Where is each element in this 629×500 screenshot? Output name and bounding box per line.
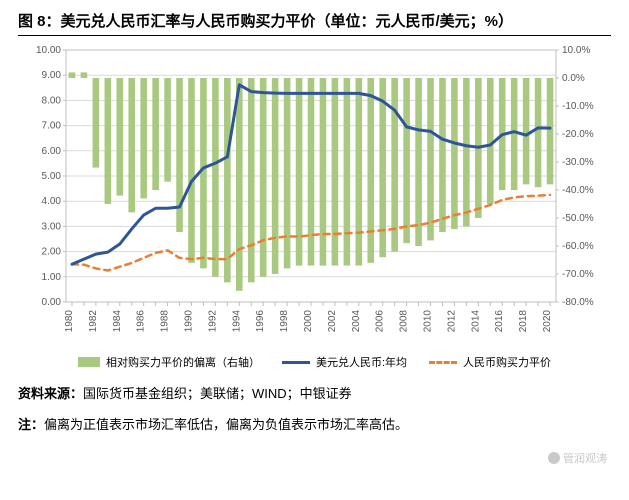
legend-label: 相对购买力平价的偏离（右轴） [106,354,260,370]
note-label: 注： [18,417,44,432]
svg-text:-20.0%: -20.0% [562,129,594,140]
svg-text:2008: 2008 [399,310,410,333]
chart-title: 图 8：美元兑人民币汇率与人民币购买力平价（单位：元人民币/美元；%） [18,10,611,31]
svg-text:10.0%: 10.0% [562,45,590,56]
svg-text:-80.0%: -80.0% [562,297,594,308]
svg-text:-70.0%: -70.0% [562,269,594,280]
svg-text:1980: 1980 [64,310,75,333]
svg-text:-40.0%: -40.0% [562,185,594,196]
svg-text:2020: 2020 [542,310,553,333]
svg-text:9.00: 9.00 [42,70,62,81]
chart-container: 0.00 1.00 2.00 3.00 4.00 5.00 6.00 7.00 8.00 9.00… [18,42,611,352]
svg-text:2016: 2016 [494,310,505,333]
source-line: 资料来源：国际货币基金组织；美联储；WIND；中银证券 [18,384,611,405]
svg-text:1986: 1986 [136,310,147,333]
note-text: 偏离为正值表示市场汇率低估，偏离为负值表示市场汇率高估。 [44,417,408,432]
svg-text:2012: 2012 [446,310,457,333]
svg-text:2018: 2018 [518,310,529,333]
svg-text:4.00: 4.00 [42,196,62,207]
svg-text:2.00: 2.00 [42,247,62,258]
svg-text:1994: 1994 [231,310,242,333]
svg-text:1998: 1998 [279,310,290,333]
svg-text:1990: 1990 [183,310,194,333]
svg-text:2002: 2002 [327,310,338,333]
svg-text:5.00: 5.00 [42,171,62,182]
svg-text:-10.0%: -10.0% [562,101,594,112]
legend: 相对购买力平价的偏离（右轴） 美元兑人民币:年均 人民币购买力平价 [18,354,611,370]
svg-text:1.00: 1.00 [42,272,62,283]
svg-text:1982: 1982 [88,310,99,333]
watermark: 管润观涛 [548,450,607,466]
chart-svg: 0.00 1.00 2.00 3.00 4.00 5.00 6.00 7.00 8.00 9.00… [18,42,611,352]
legend-line1-swatch [282,361,310,364]
note-line: 注：偏离为正值表示市场汇率低估，偏离为负值表示市场汇率高估。 [18,415,611,436]
svg-text:-60.0%: -60.0% [562,241,594,252]
legend-bar-swatch [78,357,100,367]
svg-text:8.00: 8.00 [42,95,62,106]
svg-text:0.00: 0.00 [42,297,62,308]
svg-text:3.00: 3.00 [42,221,62,232]
svg-text:10.00: 10.00 [36,45,61,56]
source-text: 国际货币基金组织；美联储；WIND；中银证券 [83,386,352,401]
svg-text:2010: 2010 [423,310,434,333]
svg-text:2006: 2006 [375,310,386,333]
svg-text:1984: 1984 [112,310,123,333]
watermark-text: 管润观涛 [563,450,607,466]
legend-label: 人民币购买力平价 [463,354,551,370]
source-label: 资料来源： [18,386,83,401]
svg-text:2000: 2000 [303,310,314,333]
title-divider [18,35,611,36]
svg-text:1988: 1988 [160,310,171,333]
svg-text:0.0%: 0.0% [562,73,585,84]
legend-label: 美元兑人民币:年均 [316,354,407,370]
svg-text:-50.0%: -50.0% [562,213,594,224]
legend-line2-swatch [429,361,457,364]
svg-text:1996: 1996 [255,310,266,333]
svg-text:6.00: 6.00 [42,146,62,157]
watermark-icon [548,452,560,464]
legend-item-bar: 相对购买力平价的偏离（右轴） [78,354,260,370]
legend-item-line1: 美元兑人民币:年均 [282,354,407,370]
svg-text:1992: 1992 [207,310,218,333]
legend-item-line2: 人民币购买力平价 [429,354,551,370]
svg-text:2014: 2014 [470,310,481,333]
svg-text:7.00: 7.00 [42,121,62,132]
svg-text:2004: 2004 [351,310,362,333]
svg-text:-30.0%: -30.0% [562,157,594,168]
